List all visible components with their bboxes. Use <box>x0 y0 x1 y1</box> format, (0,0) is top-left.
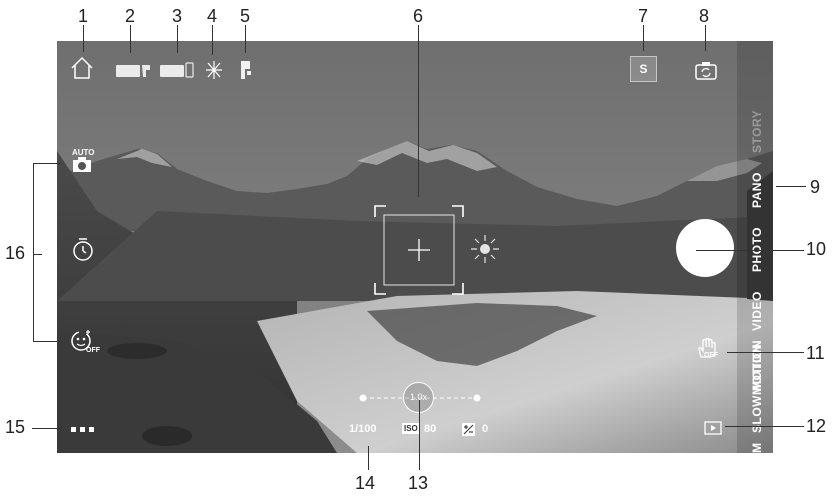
phone-battery-icon <box>160 62 194 78</box>
callout-9: 9 <box>810 177 821 197</box>
mode-m[interactable]: M <box>750 442 764 454</box>
callout-1: 1 <box>78 6 89 26</box>
flash-off-icon[interactable] <box>204 59 224 81</box>
callout-16: 16 <box>5 243 26 263</box>
shutter-button[interactable] <box>676 219 734 277</box>
camera-viewfinder[interactable]: S AUTO OFF STORY PAN <box>57 41 773 453</box>
callout-3: 3 <box>172 6 183 26</box>
zoom-knob[interactable] <box>403 382 434 413</box>
smile-shutter-icon[interactable] <box>70 328 96 354</box>
switch-camera-icon[interactable] <box>694 61 718 81</box>
mode-slowmotion[interactable]: SLOWMOTION <box>750 344 764 433</box>
playback-icon[interactable] <box>704 421 722 435</box>
gimbal-mode-icon[interactable] <box>238 59 254 81</box>
more-menu-icon[interactable] <box>71 427 95 433</box>
iso-value[interactable]: 80 <box>424 423 437 435</box>
callout-13: 13 <box>408 473 429 493</box>
callout-11: 11 <box>806 343 825 363</box>
callout-6: 6 <box>413 6 424 26</box>
timer-icon[interactable] <box>71 237 95 263</box>
story-badge-label: S <box>639 62 648 76</box>
mode-video[interactable]: VIDEO <box>750 291 764 331</box>
focus-frame[interactable] <box>374 205 464 295</box>
callout-2: 2 <box>125 6 136 26</box>
zoom-value: 1.0x <box>409 392 427 402</box>
callout-7: 7 <box>638 6 649 26</box>
gimbal-battery-icon <box>116 65 150 77</box>
callout-15: 15 <box>5 417 26 437</box>
callout-12: 12 <box>806 416 827 436</box>
smile-off-label: OFF <box>86 347 100 354</box>
camera-auto-icon[interactable] <box>72 157 92 173</box>
mode-strip[interactable] <box>737 41 773 453</box>
shutter-speed-value[interactable]: 1/100 <box>349 423 377 435</box>
callout-5: 5 <box>240 6 251 26</box>
exposure-compensation-icon[interactable] <box>462 423 475 436</box>
auto-label: AUTO <box>72 148 95 157</box>
mode-pano[interactable]: PANO <box>750 172 764 208</box>
callout-4: 4 <box>207 6 218 26</box>
callout-14: 14 <box>355 473 376 493</box>
gesture-off-label: OFF <box>704 352 718 359</box>
home-icon[interactable] <box>70 56 94 80</box>
ev-value[interactable]: 0 <box>482 423 489 435</box>
landscape-image <box>57 41 773 453</box>
iso-label: ISO <box>402 423 420 434</box>
exposure-sun-icon[interactable] <box>470 234 500 264</box>
callout-8: 8 <box>699 6 710 26</box>
callout-10: 10 <box>806 239 827 259</box>
mode-story[interactable]: STORY <box>750 109 764 153</box>
story-mode-badge[interactable]: S <box>630 56 657 82</box>
gesture-control-icon[interactable] <box>696 337 718 359</box>
